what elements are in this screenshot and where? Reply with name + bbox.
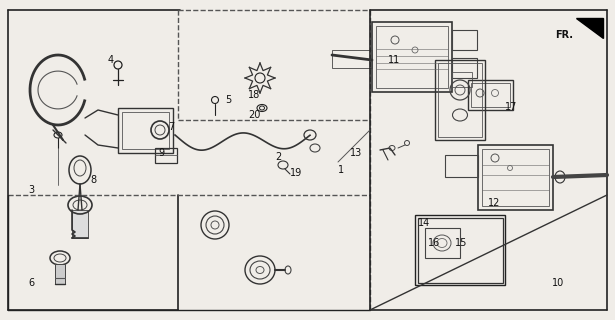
- Text: 2: 2: [275, 152, 281, 162]
- Text: 4: 4: [108, 55, 114, 65]
- Text: 14: 14: [418, 218, 430, 228]
- Text: 8: 8: [90, 175, 96, 185]
- Bar: [376, 26, 448, 88]
- Bar: [452, 72, 472, 87]
- Text: 9: 9: [158, 148, 164, 158]
- Text: 12: 12: [488, 198, 501, 208]
- Bar: [435, 60, 485, 140]
- Bar: [418, 218, 503, 283]
- Text: 10: 10: [552, 278, 564, 288]
- Bar: [372, 22, 452, 92]
- Text: FR.: FR.: [555, 30, 573, 40]
- Text: 3: 3: [28, 185, 34, 195]
- Text: 6: 6: [28, 278, 34, 288]
- Bar: [72, 210, 88, 238]
- Polygon shape: [576, 18, 603, 38]
- Bar: [415, 215, 505, 285]
- Text: 11: 11: [388, 55, 400, 65]
- Bar: [468, 80, 513, 110]
- Text: 17: 17: [505, 102, 517, 112]
- Bar: [478, 145, 553, 210]
- Text: 5: 5: [225, 95, 231, 105]
- Text: 1: 1: [338, 165, 344, 175]
- Text: 20: 20: [248, 110, 260, 120]
- Bar: [155, 148, 177, 163]
- Bar: [425, 228, 460, 258]
- Text: 18: 18: [248, 90, 260, 100]
- Bar: [438, 63, 482, 137]
- Bar: [122, 112, 169, 149]
- Bar: [452, 30, 477, 50]
- Text: 13: 13: [350, 148, 362, 158]
- Bar: [452, 58, 477, 78]
- Bar: [332, 50, 372, 68]
- Text: 16: 16: [428, 238, 440, 248]
- Bar: [445, 155, 478, 177]
- Bar: [118, 108, 173, 153]
- Text: 7: 7: [168, 122, 174, 132]
- Bar: [55, 264, 65, 284]
- Bar: [471, 83, 510, 107]
- Text: 19: 19: [290, 168, 302, 178]
- Text: 15: 15: [455, 238, 467, 248]
- Bar: [482, 149, 549, 206]
